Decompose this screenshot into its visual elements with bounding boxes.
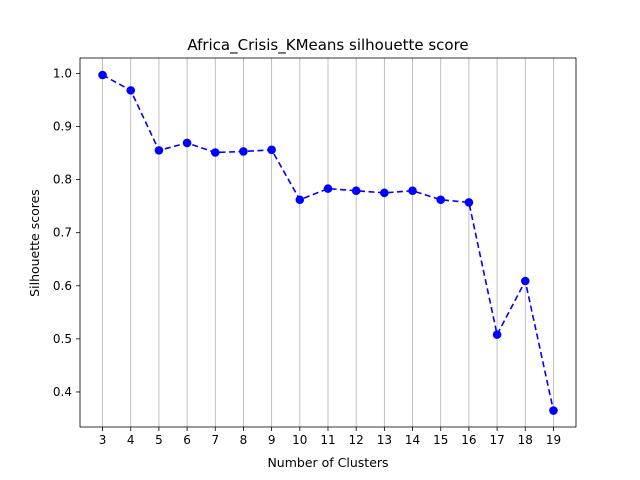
- x-tick-label: 11: [320, 433, 335, 447]
- x-tick-label: 19: [546, 433, 561, 447]
- data-point: [211, 148, 220, 157]
- data-point: [324, 184, 333, 193]
- data-point: [126, 86, 135, 95]
- x-tick-label: 3: [99, 433, 107, 447]
- data-point: [352, 186, 361, 195]
- x-tick-label: 7: [211, 433, 219, 447]
- y-tick-label: 1.0: [53, 66, 72, 80]
- x-tick-label: 14: [405, 433, 420, 447]
- y-axis-label: Silhouette scores: [27, 189, 42, 297]
- x-tick-label: 8: [240, 433, 248, 447]
- data-point: [549, 406, 558, 415]
- data-point: [436, 195, 445, 204]
- data-point: [521, 277, 530, 286]
- data-point: [267, 146, 276, 155]
- chart-title: Africa_Crisis_KMeans silhouette score: [187, 36, 468, 55]
- y-tick-label: 0.6: [53, 279, 72, 293]
- axis-ticks: 3 4 5 6 7 8 9 10 11 12 13 14 15 16 17 18 19 0.4 0.5 0.6 0.7 0…: [53, 66, 561, 447]
- gridlines: [103, 58, 554, 427]
- x-tick-label: 13: [377, 433, 392, 447]
- y-tick-label: 0.4: [53, 385, 72, 399]
- x-tick-label: 18: [518, 433, 533, 447]
- x-tick-label: 10: [292, 433, 307, 447]
- x-tick-label: 16: [461, 433, 476, 447]
- y-tick-label: 0.8: [53, 173, 72, 187]
- data-point: [239, 147, 248, 156]
- x-tick-label: 12: [349, 433, 364, 447]
- data-point: [408, 186, 417, 195]
- data-point: [98, 71, 107, 80]
- x-tick-label: 6: [183, 433, 191, 447]
- x-tick-label: 4: [127, 433, 135, 447]
- y-tick-label: 0.9: [53, 119, 72, 133]
- data-point: [296, 195, 305, 204]
- x-tick-label: 5: [155, 433, 163, 447]
- data-point: [380, 189, 389, 198]
- x-axis-label: Number of Clusters: [267, 455, 388, 470]
- data-point: [465, 198, 474, 207]
- x-tick-label: 9: [268, 433, 276, 447]
- x-tick-label: 15: [433, 433, 448, 447]
- data-point: [183, 139, 192, 148]
- y-tick-label: 0.7: [53, 226, 72, 240]
- y-tick-label: 0.5: [53, 332, 72, 346]
- x-tick-label: 17: [489, 433, 504, 447]
- data-point: [155, 146, 164, 155]
- data-point: [493, 330, 502, 339]
